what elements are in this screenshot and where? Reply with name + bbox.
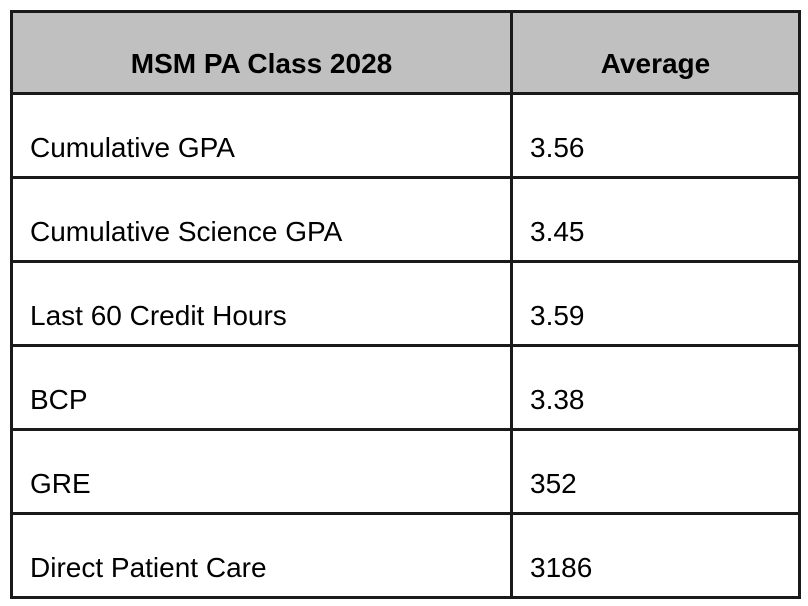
metric-value-cumulative-science-gpa: 3.45 (510, 176, 801, 263)
metric-label-gre: GRE (10, 428, 513, 515)
header-row: MSM PA Class 2028 Average (10, 10, 801, 95)
table-row: GRE 352 (10, 428, 801, 515)
metric-label-last-60-credit-hours: Last 60 Credit Hours (10, 260, 513, 347)
metric-label-bcp: BCP (10, 344, 513, 431)
table-row: Last 60 Credit Hours 3.59 (10, 260, 801, 347)
metric-value-direct-patient-care: 3186 (510, 512, 801, 599)
table-title-header: MSM PA Class 2028 (10, 10, 513, 95)
metric-value-cumulative-gpa: 3.56 (510, 92, 801, 179)
average-column-header: Average (510, 10, 801, 95)
metric-value-bcp: 3.38 (510, 344, 801, 431)
metric-value-last-60-credit-hours: 3.59 (510, 260, 801, 347)
metric-label-cumulative-science-gpa: Cumulative Science GPA (10, 176, 513, 263)
table-row: Cumulative Science GPA 3.45 (10, 176, 801, 263)
class-averages-table: MSM PA Class 2028 Average Cumulative GPA… (10, 10, 801, 599)
table-row: Direct Patient Care 3186 (10, 512, 801, 599)
table-row: Cumulative GPA 3.56 (10, 92, 801, 179)
metric-label-cumulative-gpa: Cumulative GPA (10, 92, 513, 179)
metric-label-direct-patient-care: Direct Patient Care (10, 512, 513, 599)
table-row: BCP 3.38 (10, 344, 801, 431)
metric-value-gre: 352 (510, 428, 801, 515)
